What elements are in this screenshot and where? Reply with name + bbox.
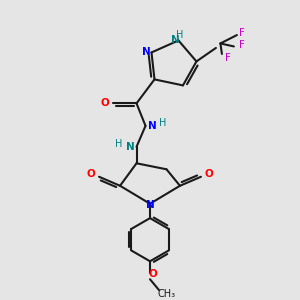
Text: N: N [148,121,157,131]
Text: O: O [86,169,95,179]
Text: N: N [146,200,154,210]
Text: O: O [101,98,110,108]
Text: O: O [205,169,214,179]
Text: N: N [142,47,151,57]
Text: H: H [116,140,123,149]
Text: CH₃: CH₃ [158,289,175,298]
Text: N: N [171,35,180,45]
Text: F: F [239,40,245,50]
Text: F: F [239,28,245,38]
Text: H: H [176,30,184,40]
Text: F: F [225,53,231,63]
Text: N: N [126,142,134,152]
Text: H: H [159,118,167,128]
Text: O: O [148,269,157,279]
